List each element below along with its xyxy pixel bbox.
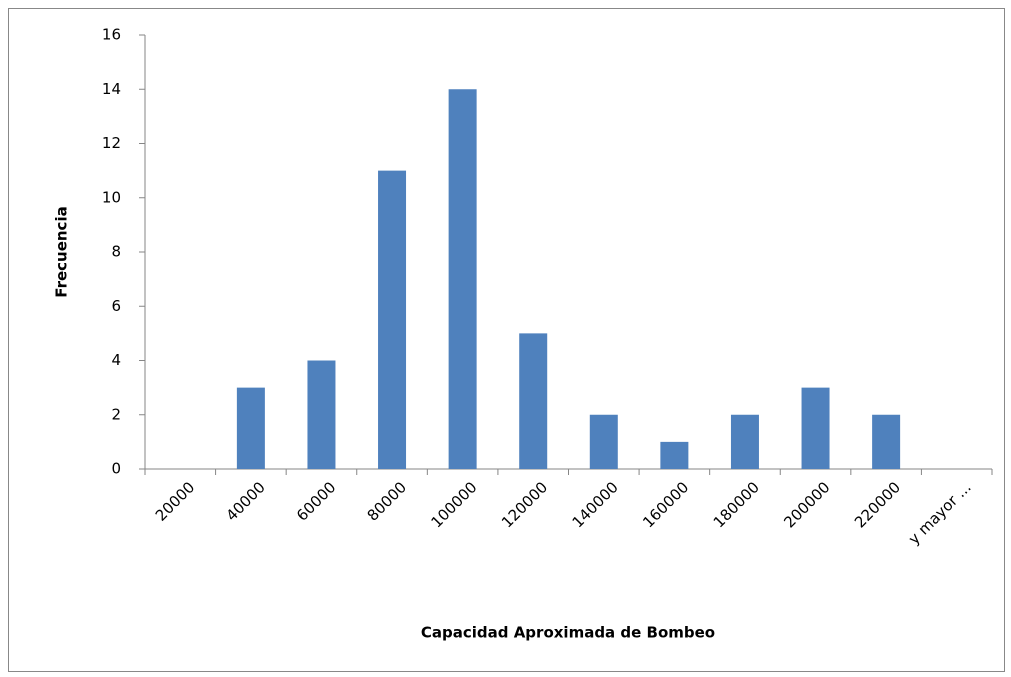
y-tick-label: 12: [102, 134, 121, 152]
y-axis-title: Frecuencia: [53, 206, 71, 297]
y-tick-label: 6: [111, 297, 121, 315]
bar: [730, 414, 759, 469]
bar: [801, 387, 830, 469]
bar: [236, 387, 265, 469]
bar: [378, 170, 407, 469]
y-tick-label: 4: [111, 351, 121, 369]
bar: [660, 441, 689, 469]
x-axis-title: Capacidad Aproximada de Bombeo: [421, 624, 715, 642]
y-tick-label: 16: [102, 26, 121, 44]
bar: [519, 333, 548, 469]
y-tick-label: 8: [111, 243, 121, 261]
chart-border: [8, 8, 1005, 672]
bar: [307, 360, 336, 469]
y-tick-label: 2: [111, 405, 121, 423]
bar: [872, 414, 901, 469]
y-tick-label: 10: [102, 188, 121, 206]
bar: [589, 414, 618, 469]
y-tick-label: 14: [102, 80, 121, 98]
y-tick-label: 0: [111, 460, 121, 478]
bar: [448, 89, 477, 469]
